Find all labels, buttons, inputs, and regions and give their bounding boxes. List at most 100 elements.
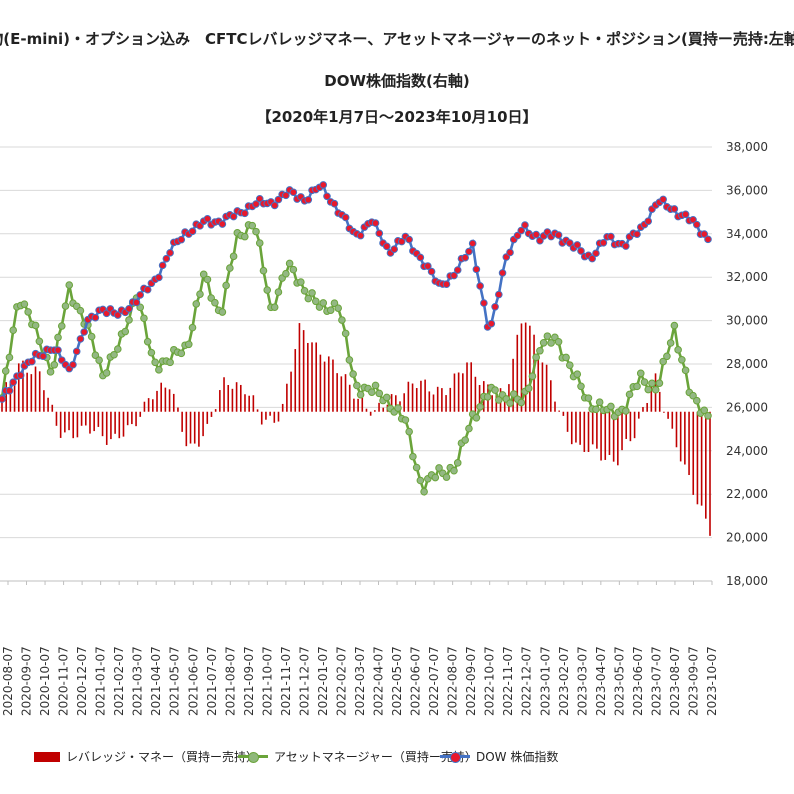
legend-item-leverage: レバレッジ・マネー（買持ー売持）	[34, 748, 258, 765]
asset-manager-point	[405, 427, 413, 436]
dow-point	[0, 395, 6, 403]
leverage-bar	[147, 398, 150, 412]
leverage-bar	[692, 411, 695, 495]
leverage-bar	[256, 409, 259, 412]
asset-manager-point	[308, 289, 316, 297]
asset-manager-point	[341, 329, 350, 338]
asset-manager-point	[338, 316, 346, 324]
leverage-bar	[319, 354, 322, 412]
dow-point	[405, 235, 413, 244]
asset-manager-point	[401, 416, 410, 424]
x-tick-label: 2021-03-07	[131, 646, 145, 716]
leverage-bar	[269, 411, 271, 416]
asset-manager-point	[1, 367, 10, 375]
leverage-bar	[38, 371, 41, 412]
x-tick-label: 2022-04-07	[372, 646, 386, 716]
asset-manager-point	[636, 369, 645, 378]
leverage-bar	[541, 362, 544, 412]
leverage-bar	[97, 411, 100, 427]
x-tick-label: 2022-07-07	[427, 646, 441, 716]
asset-manager-point	[666, 339, 675, 347]
legend-item-dow: DOW 株価指数	[440, 748, 558, 765]
leverage-bar	[633, 411, 636, 439]
leverage-bar	[650, 386, 653, 412]
asset-manager-point	[472, 413, 481, 422]
dow-point	[375, 229, 384, 238]
asset-manager-point	[595, 398, 604, 407]
asset-manager-point	[300, 286, 309, 295]
asset-manager-point	[412, 463, 421, 472]
leverage-bar	[374, 410, 376, 412]
leverage-bar	[579, 411, 581, 445]
asset-manager-point	[140, 314, 148, 323]
asset-manager-point	[663, 352, 671, 361]
leverage-bar	[675, 411, 678, 448]
leverage-bar	[403, 393, 405, 412]
dow-point	[700, 230, 709, 238]
dow-point	[113, 311, 122, 319]
dow-point	[442, 280, 451, 289]
asset-manager-point	[640, 378, 649, 386]
asset-manager-point	[692, 396, 701, 405]
x-tick-label: 2023-10-07	[705, 646, 719, 716]
asset-manager-point	[431, 473, 440, 482]
dow-point	[304, 195, 313, 204]
asset-manager-point	[345, 356, 354, 364]
x-tick-label: 2022-11-07	[501, 646, 515, 716]
leverage-bar	[131, 411, 133, 425]
dow-point	[517, 226, 526, 235]
dow-point	[607, 232, 615, 241]
asset-manager-point	[678, 355, 686, 364]
leverage-bar	[294, 349, 297, 412]
asset-manager-point	[353, 381, 361, 390]
asset-manager-point	[416, 476, 425, 485]
leverage-bar	[688, 411, 690, 476]
leverage-bar	[470, 362, 473, 412]
asset-manager-point	[651, 385, 660, 394]
leverage-bar	[344, 374, 347, 412]
dow-point	[476, 282, 484, 290]
asset-manager-point	[95, 356, 103, 364]
leverage-bar	[189, 411, 192, 444]
leverage-bar	[193, 411, 196, 444]
leverage-bar	[583, 411, 586, 452]
dow-point	[588, 254, 597, 263]
dow-point	[599, 238, 608, 247]
leverage-bar	[424, 379, 426, 412]
leverage-bar	[327, 356, 330, 412]
right-axis-tick-label: 28,000	[726, 357, 768, 371]
leverage-bar	[59, 411, 62, 438]
asset-manager-point	[20, 300, 29, 308]
dow-point	[450, 271, 458, 280]
right-axis-tick-label: 26,000	[726, 400, 768, 414]
x-tick-label: 2023-01-07	[538, 646, 552, 716]
asset-manager-point	[9, 326, 18, 335]
dow-point	[532, 230, 540, 239]
asset-manager-point	[136, 303, 145, 312]
asset-manager-point	[368, 388, 376, 396]
dow-point	[91, 313, 100, 322]
leverage-bar	[93, 411, 95, 432]
leverage-bar	[239, 384, 242, 412]
x-tick-label: 2021-04-07	[149, 646, 163, 716]
dow-point	[69, 360, 77, 369]
asset-manager-point	[35, 337, 44, 346]
dow-point	[255, 194, 264, 203]
chart-plot-area: 18,000 20,000 22,000 24,000 26,000 28,000 30,0…	[0, 140, 768, 716]
asset-manager-point	[565, 361, 574, 370]
asset-manager-point	[155, 366, 163, 374]
dow-point	[162, 254, 171, 263]
dow-point	[495, 290, 503, 299]
leverage-bar	[206, 411, 209, 424]
leverage-bar	[608, 411, 611, 455]
leverage-bar	[47, 397, 49, 412]
leverage-bar	[663, 411, 665, 413]
x-tick-label: 2022-08-07	[446, 646, 460, 716]
leverage-bar	[101, 411, 104, 437]
leverage-bar	[248, 395, 250, 412]
dow-point	[241, 209, 249, 218]
leverage-bar	[68, 411, 70, 431]
right-axis-tick-label: 38,000	[726, 140, 768, 154]
dow-point	[371, 219, 380, 227]
asset-manager-point	[465, 424, 473, 433]
